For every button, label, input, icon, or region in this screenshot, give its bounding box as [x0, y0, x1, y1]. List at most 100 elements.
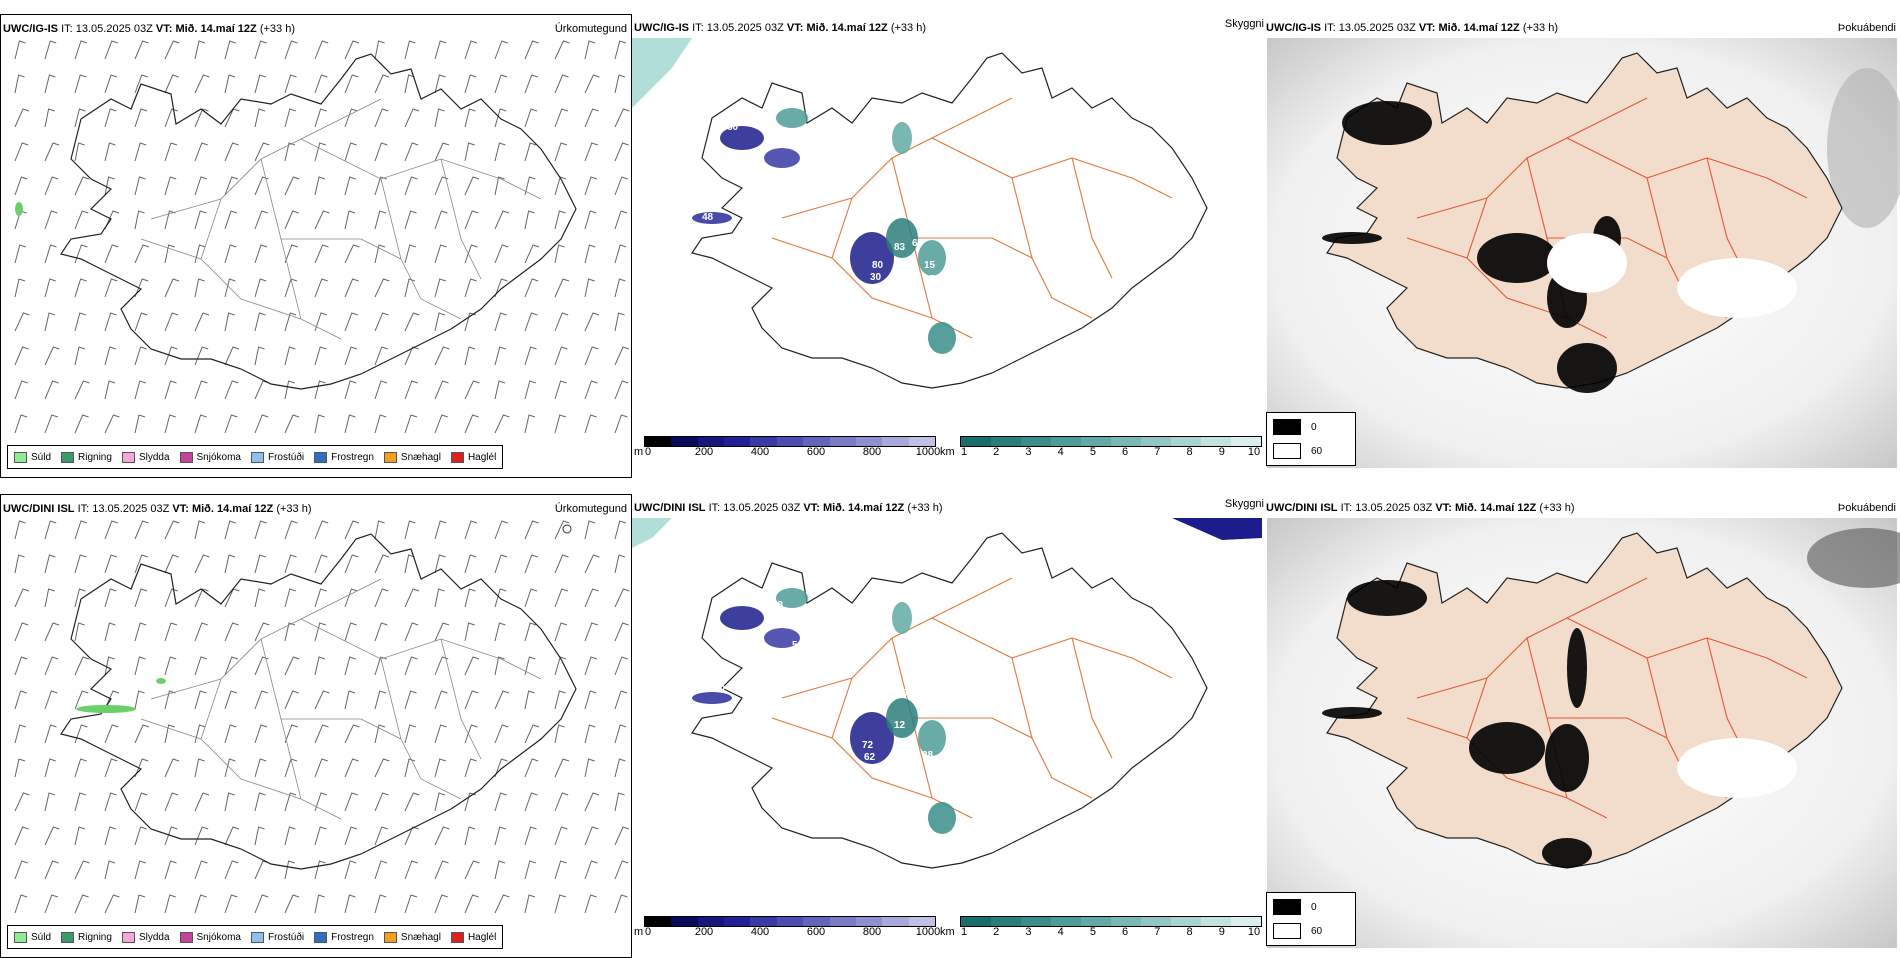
wind-barb	[224, 414, 238, 434]
wind-barb	[44, 792, 56, 812]
wind-barb	[134, 414, 146, 434]
wind-barb	[494, 74, 508, 94]
ceiling-area	[850, 232, 894, 284]
wind-barb	[464, 142, 475, 162]
wind-barb	[344, 894, 356, 914]
wind-barb	[224, 312, 235, 332]
wind-barb	[14, 176, 28, 196]
wind-barb	[494, 690, 510, 710]
wind-barb	[164, 792, 179, 812]
wind-barb	[104, 210, 120, 230]
wind-barb	[14, 40, 26, 60]
colorbar-segment	[1021, 437, 1051, 446]
wind-barb	[284, 346, 296, 366]
wind-barb	[284, 74, 297, 94]
wind-barb	[554, 380, 567, 400]
wind-barb	[314, 690, 330, 710]
wind-barb	[254, 724, 268, 744]
wind-barb	[104, 278, 118, 298]
wind-barb	[14, 792, 30, 812]
wind-barb	[344, 210, 356, 230]
legend-label: Haglél	[467, 451, 497, 463]
wind-barb	[584, 346, 599, 366]
wind-barb	[494, 588, 507, 608]
wind-barb	[434, 520, 447, 540]
wind-barb	[164, 554, 179, 574]
wind-barb	[314, 40, 329, 60]
wind-barb	[404, 520, 416, 540]
wind-barb	[194, 588, 209, 608]
wind-barb	[134, 690, 145, 710]
wind-barb	[44, 588, 55, 608]
wind-barb	[14, 346, 29, 366]
wind-barb	[194, 414, 207, 434]
wind-barb	[254, 622, 270, 642]
wind-barb	[494, 792, 507, 812]
ceiling-area	[918, 240, 946, 276]
wind-barb	[404, 656, 418, 676]
wind-barb	[314, 622, 326, 642]
wind-barb	[164, 894, 176, 914]
wind-barb	[374, 520, 385, 540]
drizzle-patch	[76, 705, 136, 713]
wind-barb	[464, 278, 477, 298]
ceiling-value-label: 52	[780, 132, 792, 143]
colorbar-segment	[1201, 917, 1231, 926]
wind-barb	[164, 826, 178, 846]
wind-barb	[344, 74, 359, 94]
legend-swatch	[450, 451, 464, 463]
legend-swatch	[250, 451, 264, 463]
wind-barb	[494, 758, 508, 778]
wind-barb	[524, 860, 536, 880]
wind-barb	[464, 690, 479, 710]
precip-type-panel-top: UWC/IG-IS IT: 13.05.2025 03Z VT: Mið. 14…	[0, 14, 632, 478]
wind-barb	[284, 380, 295, 400]
wind-barb	[494, 414, 510, 434]
legend-swatch	[14, 931, 27, 943]
wind-barb	[464, 656, 480, 676]
colorbar-segment	[1231, 917, 1261, 926]
colorbar-segment	[991, 917, 1021, 926]
colorbar-unit: km	[940, 446, 955, 458]
wind-barb	[344, 414, 356, 434]
wind-barb	[524, 40, 539, 60]
wind-barb	[194, 724, 206, 744]
wind-barb	[74, 860, 90, 880]
legend-label: Súld	[31, 451, 52, 463]
colorbar-segment	[1051, 917, 1081, 926]
panel-title: Þokuábendi	[1837, 502, 1896, 514]
colorbar-tick-label: 4	[1057, 446, 1064, 458]
colorbar-tick-label: 6	[1122, 926, 1129, 938]
wind-barb	[584, 724, 596, 744]
wind-barb	[134, 176, 146, 196]
wind-barb	[104, 74, 118, 94]
wind-barb	[614, 380, 629, 400]
wind-barb	[44, 894, 58, 914]
panel-header: UWC/DINI ISL IT: 13.05.2025 03Z VT: Mið.…	[3, 503, 312, 515]
wind-barb	[44, 380, 59, 400]
wind-barb	[314, 656, 326, 676]
wind-barb	[464, 860, 480, 880]
colorbar-segment	[803, 917, 830, 926]
wind-barb	[464, 520, 478, 540]
wind-barb	[74, 312, 86, 332]
wind-barb	[344, 826, 358, 846]
wind-barb	[44, 414, 58, 434]
wind-barb	[404, 826, 419, 846]
ceiling-value-label: 12	[812, 638, 824, 649]
wind-barb	[314, 554, 328, 574]
legend-label: Rigning	[78, 451, 112, 463]
wind-barb	[614, 346, 630, 366]
wind-barb	[464, 414, 479, 434]
wind-barb	[314, 210, 330, 230]
colorbar-segment	[991, 437, 1021, 446]
colorbar-segment	[961, 917, 991, 926]
wind-barb	[44, 622, 60, 642]
wind-barb	[224, 40, 236, 60]
wind-barb	[344, 792, 358, 812]
colorbar-tick-label: 1000	[915, 446, 941, 458]
ceiling-value-label: 83	[894, 242, 906, 253]
wind-barb	[554, 520, 570, 540]
wind-barb	[494, 142, 506, 162]
wind-barb	[344, 690, 356, 710]
